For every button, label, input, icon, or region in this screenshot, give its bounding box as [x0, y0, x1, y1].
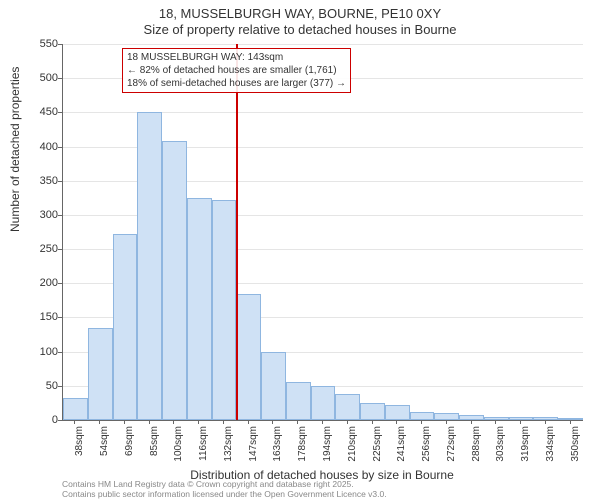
plot-area	[62, 44, 583, 421]
x-tick	[149, 420, 150, 424]
histogram-bar	[459, 415, 484, 420]
histogram-bar	[187, 198, 212, 420]
x-tick	[272, 420, 273, 424]
y-tick-label: 550	[28, 38, 58, 50]
annotation-line2: ← 82% of detached houses are smaller (1,…	[127, 64, 346, 77]
x-tick-label: 100sqm	[173, 426, 184, 466]
x-tick	[446, 420, 447, 424]
y-tick-label: 400	[28, 141, 58, 153]
x-tick	[248, 420, 249, 424]
y-tick-label: 100	[28, 346, 58, 358]
x-tick	[396, 420, 397, 424]
x-tick	[570, 420, 571, 424]
x-tick-label: 194sqm	[322, 426, 333, 466]
x-tick	[372, 420, 373, 424]
x-tick-label: 288sqm	[471, 426, 482, 466]
histogram-bar	[137, 112, 162, 420]
histogram-bar	[162, 141, 187, 420]
x-tick-label: 163sqm	[272, 426, 283, 466]
histogram-bar	[311, 386, 336, 420]
x-tick-label: 178sqm	[297, 426, 308, 466]
x-tick	[124, 420, 125, 424]
x-tick-label: 147sqm	[248, 426, 259, 466]
histogram-bar	[212, 200, 237, 420]
x-tick	[495, 420, 496, 424]
footer-line2: Contains public sector information licen…	[62, 489, 387, 499]
histogram-bar	[236, 294, 261, 420]
chart-title-line1: 18, MUSSELBURGH WAY, BOURNE, PE10 0XY	[0, 6, 600, 21]
x-tick-label: 38sqm	[74, 426, 85, 466]
x-tick-label: 225sqm	[372, 426, 383, 466]
histogram-bar	[533, 417, 558, 420]
y-tick-label: 200	[28, 277, 58, 289]
y-tick	[58, 112, 62, 113]
y-tick-label: 300	[28, 209, 58, 221]
x-tick-label: 54sqm	[99, 426, 110, 466]
chart-container: 18, MUSSELBURGH WAY, BOURNE, PE10 0XY Si…	[0, 0, 600, 500]
chart-title-line2: Size of property relative to detached ho…	[0, 22, 600, 37]
histogram-bar	[113, 234, 138, 420]
y-tick	[58, 386, 62, 387]
histogram-bar	[410, 412, 435, 420]
x-tick	[322, 420, 323, 424]
y-tick-label: 50	[28, 380, 58, 392]
x-tick-label: 256sqm	[421, 426, 432, 466]
x-tick-label: 69sqm	[124, 426, 135, 466]
x-tick-label: 132sqm	[223, 426, 234, 466]
x-tick-label: 303sqm	[495, 426, 506, 466]
histogram-bar	[286, 382, 311, 420]
histogram-bar	[261, 352, 286, 420]
x-tick	[74, 420, 75, 424]
x-tick	[421, 420, 422, 424]
x-tick	[297, 420, 298, 424]
x-tick-label: 210sqm	[347, 426, 358, 466]
y-tick-label: 250	[28, 243, 58, 255]
histogram-bar	[360, 403, 385, 420]
y-tick-label: 350	[28, 175, 58, 187]
x-tick	[471, 420, 472, 424]
y-tick-label: 0	[28, 414, 58, 426]
histogram-bar	[434, 413, 459, 420]
x-tick-label: 319sqm	[520, 426, 531, 466]
x-tick	[198, 420, 199, 424]
footer-attribution: Contains HM Land Registry data © Crown c…	[62, 479, 387, 499]
y-tick	[58, 317, 62, 318]
x-tick-label: 241sqm	[396, 426, 407, 466]
histogram-bar	[335, 394, 360, 420]
x-tick	[545, 420, 546, 424]
y-tick	[58, 249, 62, 250]
y-tick-label: 450	[28, 106, 58, 118]
y-tick	[58, 181, 62, 182]
x-tick	[520, 420, 521, 424]
annotation-box: 18 MUSSELBURGH WAY: 143sqm← 82% of detac…	[122, 48, 351, 93]
x-tick	[99, 420, 100, 424]
y-tick	[58, 352, 62, 353]
x-tick	[223, 420, 224, 424]
footer-line1: Contains HM Land Registry data © Crown c…	[62, 479, 387, 489]
x-tick-label: 85sqm	[149, 426, 160, 466]
x-tick	[347, 420, 348, 424]
y-tick	[58, 147, 62, 148]
gridline	[63, 44, 583, 45]
annotation-line1: 18 MUSSELBURGH WAY: 143sqm	[127, 51, 346, 64]
y-tick	[58, 283, 62, 284]
histogram-bar	[63, 398, 88, 420]
y-tick	[58, 420, 62, 421]
histogram-bar	[385, 405, 410, 420]
y-tick-label: 500	[28, 72, 58, 84]
annotation-line3: 18% of semi-detached houses are larger (…	[127, 77, 346, 90]
y-tick	[58, 215, 62, 216]
x-tick-label: 350sqm	[570, 426, 581, 466]
y-tick-label: 150	[28, 311, 58, 323]
y-axis-label: Number of detached properties	[8, 67, 22, 232]
x-tick	[173, 420, 174, 424]
y-tick	[58, 44, 62, 45]
reference-line	[236, 44, 238, 420]
x-tick-label: 334sqm	[545, 426, 556, 466]
x-tick-label: 116sqm	[198, 426, 209, 466]
x-tick-label: 272sqm	[446, 426, 457, 466]
histogram-bar	[88, 328, 113, 420]
histogram-bar	[558, 418, 583, 420]
y-tick	[58, 78, 62, 79]
